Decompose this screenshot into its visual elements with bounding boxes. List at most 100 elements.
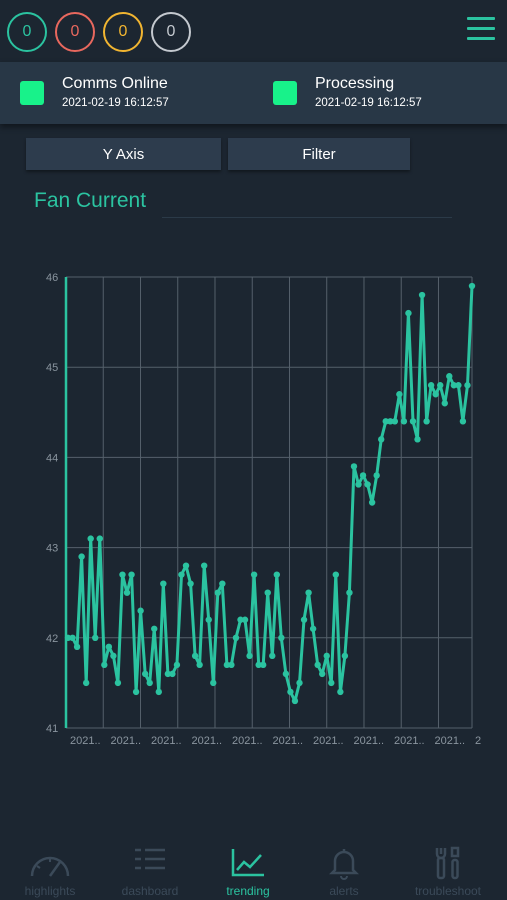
data-point — [228, 661, 235, 669]
data-point — [378, 436, 385, 443]
y-tick-label: 44 — [46, 452, 58, 464]
data-point — [341, 652, 349, 660]
data-point — [414, 436, 421, 443]
data-point — [291, 697, 299, 705]
data-point — [92, 634, 99, 641]
data-point — [196, 661, 203, 669]
data-point — [432, 391, 439, 398]
counter-warning[interactable]: 0 — [103, 12, 143, 52]
counter-normal[interactable]: 0 — [7, 12, 47, 52]
data-point — [405, 309, 412, 317]
data-point — [259, 661, 267, 669]
data-point — [191, 652, 199, 660]
data-point — [141, 670, 149, 678]
data-point — [119, 571, 126, 578]
x-tick-label: 2021.. — [435, 735, 466, 747]
line-chart-icon — [231, 849, 264, 877]
data-point — [468, 282, 476, 290]
y-tick-label: 41 — [46, 723, 58, 735]
data-point — [282, 670, 290, 678]
data-point — [173, 661, 181, 669]
data-point — [314, 661, 321, 669]
data-point — [178, 571, 185, 578]
data-point — [82, 679, 90, 687]
counter-info[interactable]: 0 — [151, 12, 191, 52]
nav-label: highlights — [24, 884, 76, 898]
tools-icon — [435, 846, 460, 880]
status-comms: Comms Online 2021-02-19 16:12:57 — [0, 62, 250, 124]
series-line — [68, 285, 474, 703]
data-point — [241, 616, 249, 623]
data-point — [368, 499, 376, 506]
data-point — [459, 418, 467, 425]
x-tick-label: 2021.. — [111, 735, 142, 747]
data-point — [151, 625, 158, 632]
x-tick-label: 2021.. — [151, 735, 182, 747]
nav-troubleshoot[interactable]: troubleshoot — [398, 838, 498, 900]
y-tick-label: 42 — [46, 633, 58, 645]
data-point — [323, 652, 330, 660]
data-point — [300, 616, 308, 623]
data-point — [219, 580, 226, 587]
data-point — [437, 382, 444, 389]
data-point — [182, 562, 190, 569]
x-tick-label: 2021.. — [313, 735, 344, 747]
status-bar: Comms Online 2021-02-19 16:12:57 Process… — [0, 62, 507, 124]
list-icon — [135, 848, 165, 870]
nav-label: troubleshoot — [414, 884, 482, 898]
data-point — [205, 616, 212, 623]
y-axis-button[interactable]: Y Axis — [26, 138, 221, 170]
status-led — [20, 81, 44, 105]
data-point — [355, 481, 362, 488]
data-point — [387, 418, 394, 425]
x-tick-label: 2021.. — [394, 735, 425, 747]
counter-critical[interactable]: 0 — [55, 12, 95, 52]
y-tick-label: 45 — [46, 362, 58, 374]
data-point — [232, 634, 240, 641]
data-point — [255, 661, 262, 669]
data-point — [396, 391, 403, 398]
status-label: Processing — [315, 75, 395, 92]
bell-icon — [329, 849, 359, 880]
nav-alerts[interactable]: alerts — [294, 838, 394, 900]
data-point — [155, 688, 162, 696]
data-point — [110, 652, 117, 660]
data-point — [296, 679, 303, 687]
x-tick-label: 2021.. — [192, 735, 223, 747]
nav-highlights[interactable]: highlights — [0, 838, 100, 900]
fan-current-chart[interactable]: 41 42 43 44 45 46 2021.. 2021.. 2021.. 2021.. 2021… — [0, 255, 507, 755]
data-point — [101, 661, 108, 669]
data-point — [346, 589, 353, 596]
data-point — [278, 634, 285, 641]
nav-trending[interactable]: trending — [198, 838, 298, 900]
data-point — [359, 472, 367, 479]
data-point — [269, 652, 276, 660]
chart-title: Fan Current — [34, 189, 147, 212]
nav-dashboard[interactable]: dashboard — [100, 838, 200, 900]
data-point — [87, 535, 94, 542]
data-point — [223, 661, 231, 669]
status-label: Comms Online — [62, 75, 168, 92]
data-point — [114, 679, 122, 687]
data-point — [160, 580, 167, 587]
x-tick-label: 2021.. — [232, 735, 263, 747]
data-point — [96, 535, 103, 542]
x-tick-label: 2 — [475, 735, 481, 747]
hamburger-menu-icon[interactable] — [467, 17, 495, 45]
data-point — [464, 382, 471, 389]
data-point — [446, 373, 453, 380]
data-point — [132, 688, 140, 696]
data-point — [164, 670, 172, 678]
data-point — [250, 571, 258, 578]
data-point — [187, 580, 194, 587]
title-divider — [162, 217, 452, 218]
filter-button[interactable]: Filter — [228, 138, 410, 170]
data-point — [441, 400, 448, 407]
data-point — [214, 589, 221, 596]
status-led — [273, 81, 297, 105]
data-point — [391, 418, 399, 425]
x-tick-label: 2021.. — [70, 735, 101, 747]
status-time: 2021-02-19 16:12:57 — [62, 97, 169, 109]
x-tick-label: 2021.. — [273, 735, 304, 747]
data-point — [350, 463, 358, 470]
